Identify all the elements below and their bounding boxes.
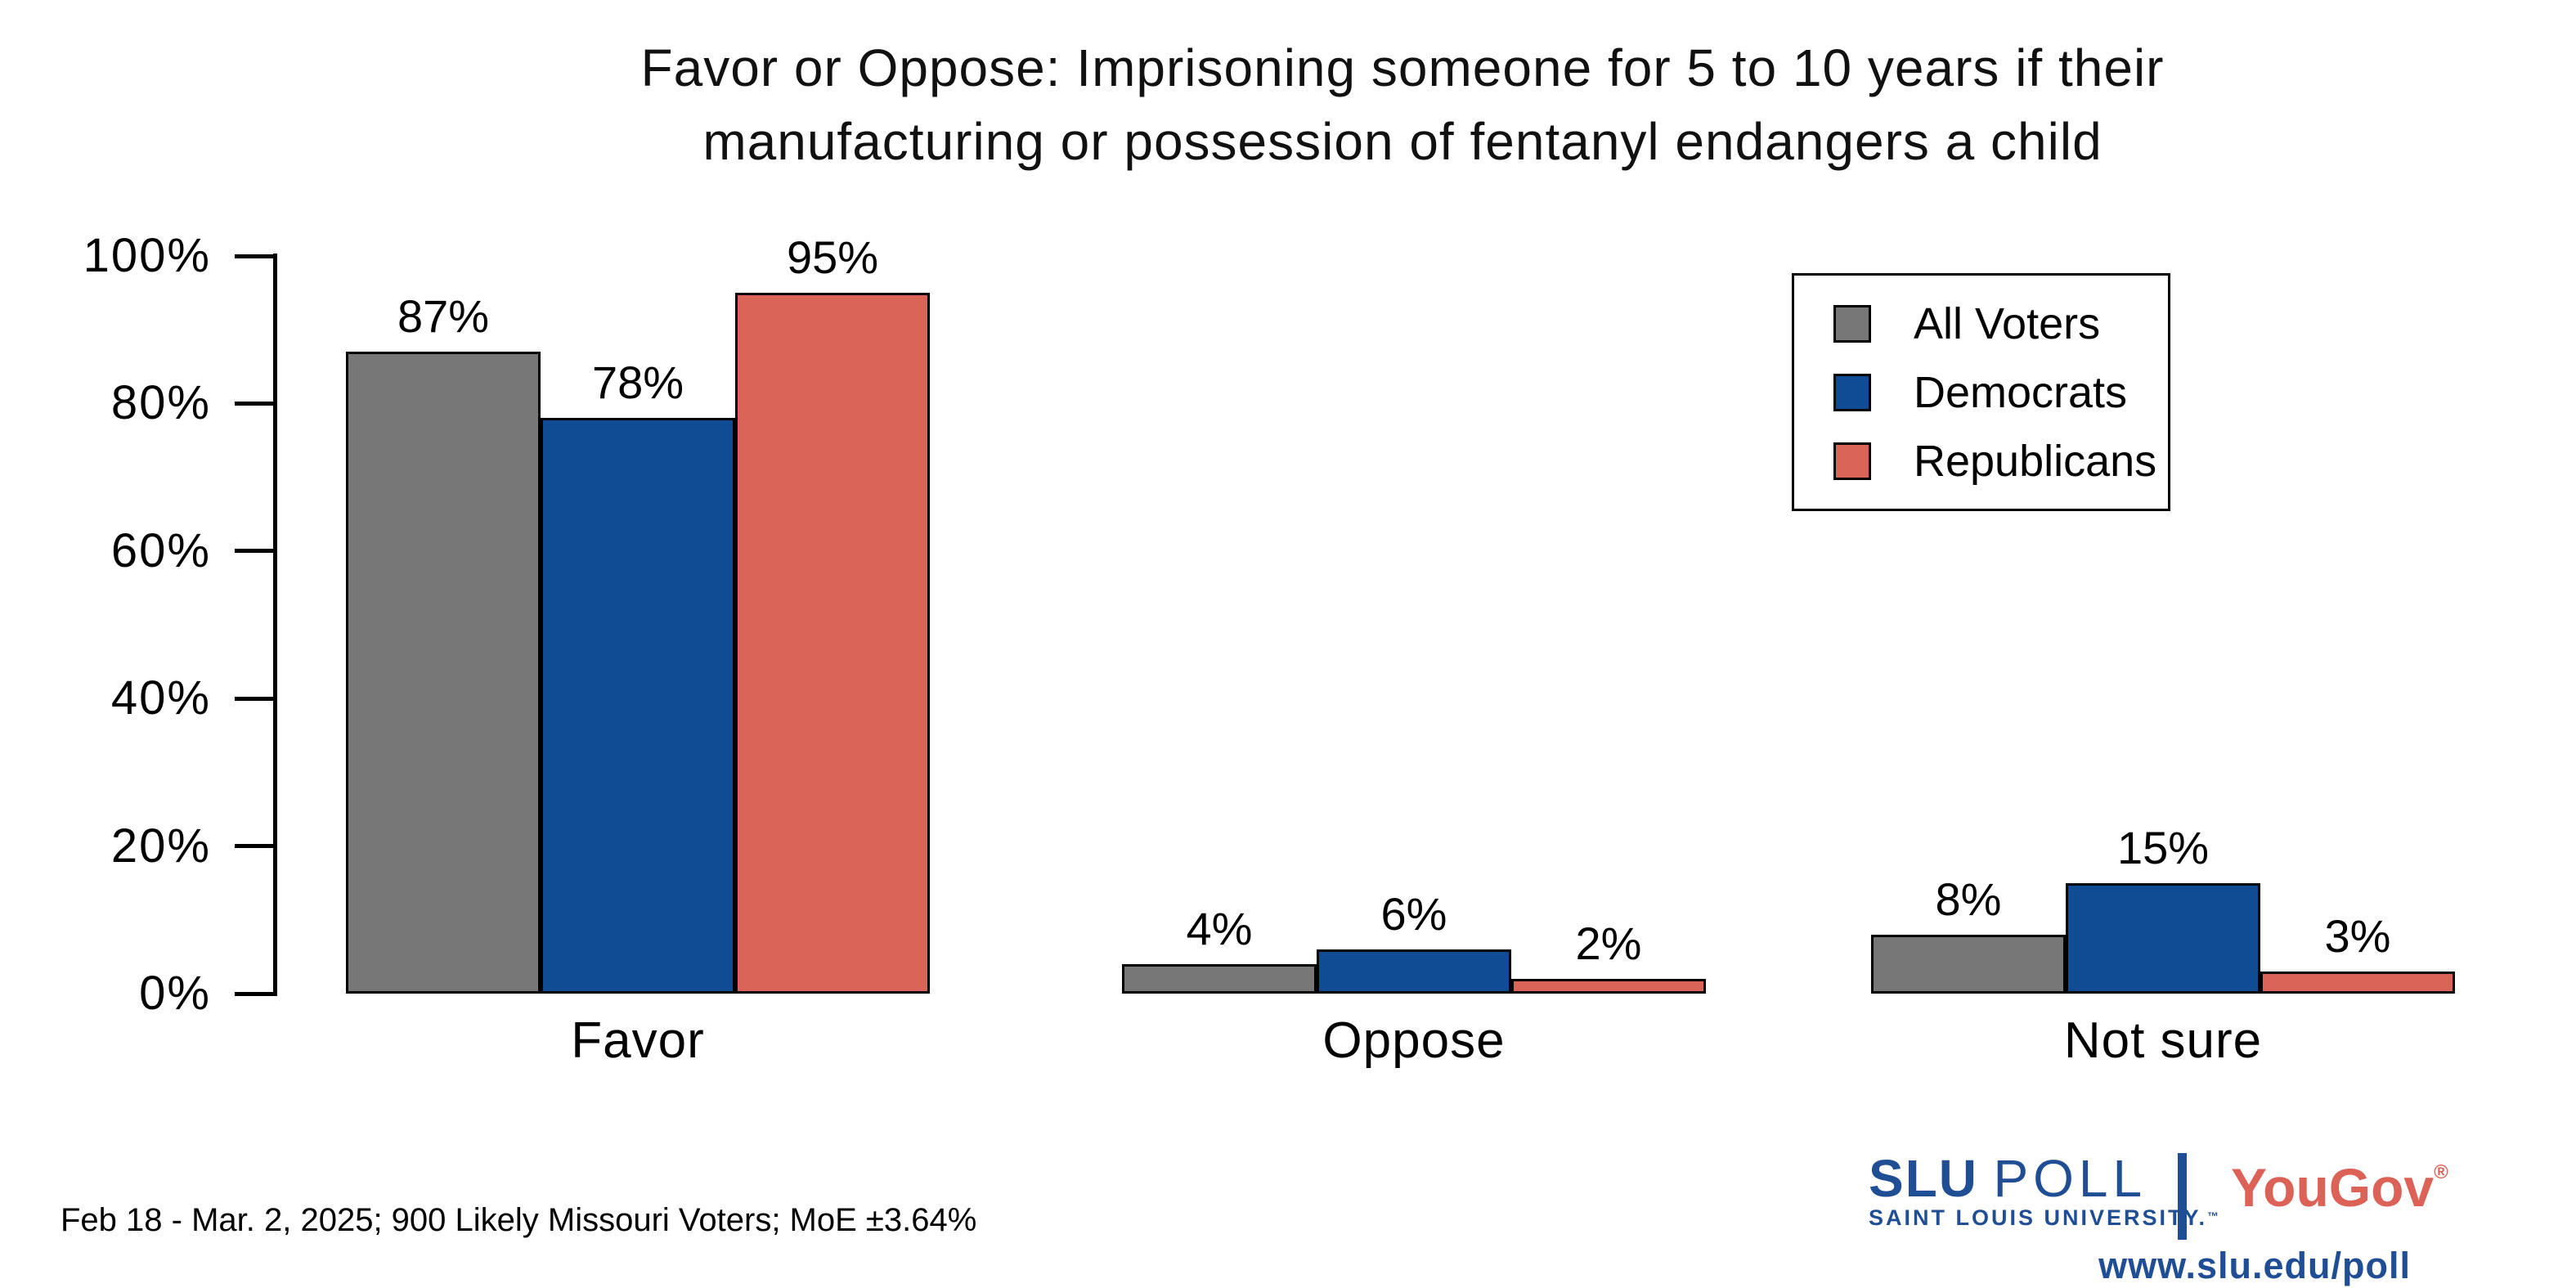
y-axis-tick-label: 60% [110, 523, 211, 577]
y-axis-tick [235, 549, 273, 554]
legend-item-republicans: Republicans [1833, 438, 2168, 484]
slu-tagline: SAINT LOUIS UNIVERSITY.™ [1869, 1205, 2221, 1231]
brand-divider-bar [2178, 1153, 2187, 1240]
bar-not-sure-republicans [2260, 971, 2455, 994]
legend-label: All Voters [1914, 298, 2101, 348]
bar-favor-democrats [541, 418, 735, 994]
y-axis-tick-label: 100% [83, 229, 211, 282]
category-label-not-sure: Not sure [2063, 1012, 2263, 1069]
y-axis-line [273, 254, 277, 996]
slu-poll-url: www.slu.edu/poll [2098, 1245, 2411, 1286]
category-label-favor: Favor [571, 1012, 705, 1069]
bar-oppose-republicans [1511, 978, 1706, 994]
bar-value-label: 6% [1380, 887, 1447, 940]
legend-item-all-voters: All Voters [1833, 301, 2168, 347]
bar-value-label: 2% [1575, 917, 1642, 969]
y-axis-tick-label: 0% [139, 967, 211, 1020]
chart-title-line2: manufacturing or possession of fentanyl … [702, 112, 2103, 171]
category-label-oppose: Oppose [1322, 1012, 1506, 1069]
bar-value-label: 15% [2116, 821, 2210, 873]
branding-block: SLU POLL SAINT LOUIS UNIVERSITY.™ YouGov… [1865, 1142, 2519, 1288]
yougov-logo-text: YouGov [2231, 1157, 2435, 1218]
yougov-logo: YouGov® [2231, 1156, 2448, 1218]
trademark-symbol: ™ [2207, 1209, 2222, 1223]
y-axis-tick [235, 401, 273, 406]
legend-label: Republicans [1914, 436, 2157, 486]
legend-swatch-all-voters [1833, 304, 1871, 343]
legend: All Voters Democrats Republicans [1792, 273, 2170, 511]
legend-swatch-republicans [1833, 442, 1871, 480]
y-axis-tick-label: 80% [110, 376, 211, 430]
legend-label: Democrats [1914, 367, 2128, 417]
poll-logo-text: POLL [1993, 1149, 2147, 1208]
bar-value-label: 87% [397, 290, 490, 343]
bar-value-label: 95% [786, 231, 879, 284]
chart-title-line1: Favor or Oppose: Imprisoning someone for… [640, 38, 2165, 97]
bar-oppose-all-voters [1122, 963, 1317, 994]
legend-swatch-democrats [1833, 373, 1871, 411]
methodology-note: Feb 18 - Mar. 2, 2025; 900 Likely Missou… [61, 1202, 977, 1238]
slu-tagline-text: SAINT LOUIS UNIVERSITY. [1869, 1205, 2208, 1230]
bar-oppose-democrats [1317, 949, 1511, 994]
bar-favor-all-voters [346, 352, 541, 994]
registered-symbol: ® [2434, 1161, 2448, 1183]
y-axis-tick [235, 254, 273, 258]
bar-value-label: 3% [2324, 909, 2391, 962]
y-axis-tick [235, 696, 273, 701]
legend-item-democrats: Democrats [1833, 370, 2168, 415]
bar-value-label: 4% [1186, 902, 1253, 954]
bar-favor-republicans [735, 293, 930, 994]
y-axis-tick [235, 844, 273, 849]
chart-title: Favor or Oppose: Imprisoning someone for… [229, 31, 2576, 178]
y-axis-tick-label: 40% [110, 671, 211, 725]
slu-poll-logo: SLU POLL [1869, 1148, 2147, 1209]
y-axis-tick [235, 991, 273, 996]
bar-value-label: 78% [591, 357, 684, 409]
bar-not-sure-all-voters [1871, 934, 2066, 994]
bar-value-label: 8% [1935, 873, 2002, 925]
slu-logo-text: SLU [1869, 1149, 1978, 1208]
bar-not-sure-democrats [2066, 882, 2260, 994]
y-axis-tick-label: 20% [110, 819, 211, 873]
